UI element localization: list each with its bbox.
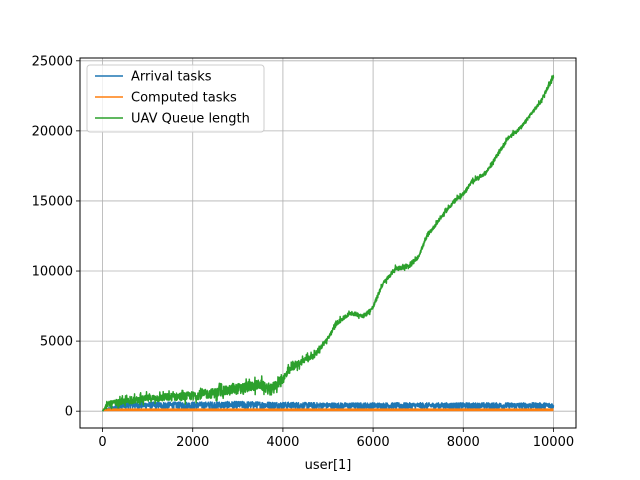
legend-label: Computed tasks <box>131 91 237 106</box>
series-arrival-tasks <box>101 400 555 412</box>
x-tick-label: 4000 <box>266 435 299 450</box>
legend-label: UAV Queue length <box>131 112 250 127</box>
y-tick-label: 20000 <box>32 124 73 139</box>
x-tick-label: 2000 <box>176 435 209 450</box>
legend-box <box>86 64 265 133</box>
x-axis-label: user[1] <box>305 458 352 473</box>
plot-area <box>101 74 555 412</box>
series-uav-queue-length <box>101 74 555 412</box>
x-tick-label: 6000 <box>357 435 390 450</box>
x-tick-label: 0 <box>98 435 106 450</box>
y-tick-label: 0 <box>65 405 73 420</box>
legend-label: Arrival tasks <box>131 70 212 85</box>
x-tick-label: 10000 <box>533 435 574 450</box>
y-tick-label: 5000 <box>40 335 73 350</box>
series-computed-tasks <box>102 408 554 412</box>
legend: Arrival tasks Computed tasks UAV Queue len… <box>86 64 265 133</box>
x-tick-label: 8000 <box>447 435 480 450</box>
ticks: 0 2000 4000 6000 8000 10000 0 5000 10000 15000 200… <box>32 54 574 450</box>
y-tick-label: 15000 <box>32 194 73 209</box>
y-tick-label: 25000 <box>32 54 73 69</box>
y-tick-label: 10000 <box>32 265 73 280</box>
axes-frame <box>79 57 577 429</box>
